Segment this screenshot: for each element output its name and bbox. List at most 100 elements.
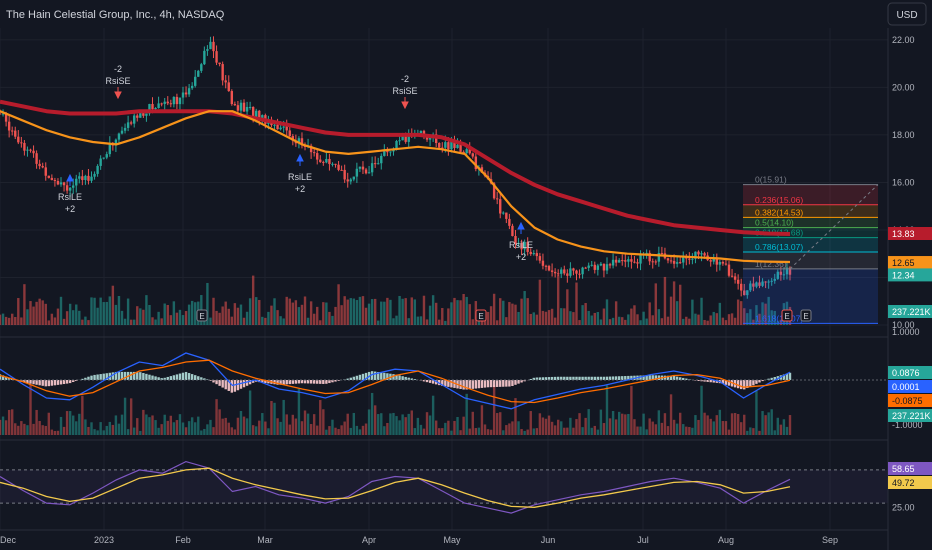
candle-body [401, 136, 404, 141]
macd-histogram-bar [468, 380, 471, 390]
macd-histogram-bar [35, 380, 38, 385]
macd-histogram-bar [245, 380, 249, 386]
volume-bar [373, 298, 377, 325]
macd-volume-bar [544, 418, 548, 435]
macd-histogram-bar [62, 380, 66, 385]
macd-volume-bar [47, 412, 51, 435]
volume-bar [727, 314, 731, 325]
volume-bar [770, 310, 773, 325]
volume-bar [364, 307, 368, 325]
candle-body [505, 212, 508, 219]
earnings-marker: E [475, 309, 487, 322]
macd-volume-bar [35, 409, 38, 435]
volume-bar [370, 299, 374, 325]
macd-volume-bar [166, 420, 169, 435]
macd-histogram-bar [279, 380, 282, 385]
candle-body [694, 251, 697, 259]
volume-bar [316, 306, 319, 325]
volume-bar [669, 296, 673, 325]
signal-rsile-mar-bottom: +2 [295, 184, 305, 194]
macd-volume-bar [767, 412, 770, 435]
candle-body [621, 260, 624, 262]
volume-bar [718, 302, 722, 325]
volume-bar [438, 319, 441, 325]
macd-volume-bar [197, 416, 200, 435]
volume-bar [749, 309, 752, 325]
candle-body [200, 64, 203, 71]
candle-body [337, 164, 340, 170]
macd-histogram-bar [654, 375, 657, 380]
macd-histogram-bar [428, 380, 432, 383]
macd-volume-bar [343, 421, 346, 435]
candle-body [608, 264, 612, 266]
macd-histogram-bar [444, 380, 447, 387]
macd-volume-bar [520, 429, 523, 435]
macd-histogram-bar [541, 377, 545, 380]
volume-bar [730, 313, 734, 325]
volume-bar [276, 310, 279, 325]
volume-bar [682, 318, 685, 325]
candle-body [636, 262, 639, 264]
macd-volume-bar [114, 415, 118, 435]
macd-volume-bar [102, 430, 105, 435]
volume-bar [526, 298, 529, 325]
macd-volume-bar [81, 395, 84, 435]
signal-rsile-mar-arrow [296, 153, 304, 166]
macd-volume-bar [672, 419, 676, 435]
macd-volume-bar [50, 429, 54, 435]
candle-body [276, 124, 279, 130]
signal-rsile-may-bottom: +2 [516, 252, 526, 262]
candle-body [648, 252, 651, 262]
macd-histogram-bar [486, 380, 490, 388]
time-tick: Jul [637, 535, 649, 545]
volume-bar [520, 298, 523, 325]
volume-bar [160, 318, 163, 325]
volume-bar [529, 313, 532, 325]
volume-bar [377, 320, 380, 325]
macd-volume-bar [526, 429, 529, 435]
candle-body [377, 163, 380, 165]
volume-bar [502, 300, 505, 325]
macd-volume-bar [602, 423, 606, 435]
candle-body [300, 138, 304, 146]
badge-ma-slow-text: 13.83 [892, 229, 915, 239]
macd-volume-bar [373, 405, 377, 435]
candle-body [776, 271, 779, 279]
macd-volume-bar [206, 424, 209, 435]
macd-histogram-bar [523, 380, 526, 382]
rsi-pane [0, 460, 888, 514]
volume-bar [236, 307, 240, 325]
macd-histogram-bar [727, 380, 731, 386]
macd-volume-bar [547, 415, 551, 435]
candle-body [340, 169, 343, 171]
time-tick: Dec [0, 535, 17, 545]
macd-volume-bar [651, 421, 654, 435]
volume-bar [142, 309, 145, 325]
candle-body [453, 141, 456, 149]
volume-bar [251, 275, 255, 325]
macd-histogram-bar [614, 376, 618, 380]
fib-trend-line [789, 184, 879, 270]
macd-volume-bar [178, 414, 182, 435]
volume-bar [648, 302, 651, 325]
macd-histogram-bar [441, 380, 444, 386]
macd-histogram-bar [96, 374, 99, 380]
volume-bar [93, 297, 96, 325]
macd-histogram-bar [334, 380, 337, 382]
candle-body [715, 258, 718, 265]
candle-body [404, 136, 407, 142]
candle-body [59, 182, 63, 185]
badge-macd-histogram: 0.0876 [888, 366, 932, 379]
volume-bar [4, 316, 8, 325]
candle-body [169, 103, 173, 105]
volume-bar [700, 297, 703, 325]
candle-body [251, 106, 255, 118]
candle-body [203, 50, 206, 65]
volume-bar [547, 310, 551, 325]
currency-button[interactable]: USD [887, 2, 927, 26]
volume-bar [136, 306, 139, 325]
volume-bar [392, 318, 395, 325]
candle-body [26, 149, 29, 151]
volume-bar [767, 296, 770, 325]
